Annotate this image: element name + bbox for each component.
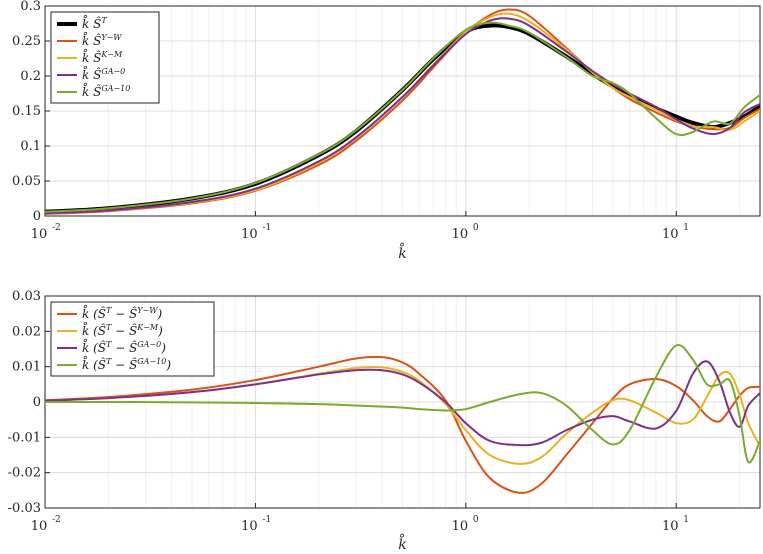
- x-tick-label: 10: [452, 227, 469, 242]
- legend-end: ): [165, 358, 171, 372]
- legend-mid: − Ŝ: [111, 322, 137, 338]
- legend-entry: k̊ ŜY−W: [82, 30, 122, 48]
- legend-box: [50, 301, 215, 377]
- x-tick-label: 10: [31, 519, 48, 534]
- y-tick-label: 0.1: [20, 139, 41, 154]
- legend-name: k̊ (Ŝ: [82, 337, 106, 355]
- y-ticks: 0 0.05 0.1 0.15 0.2 0.25 0.3: [12, 0, 50, 224]
- x-tick-exponent: 0: [473, 223, 479, 233]
- legend-superscript: T: [106, 323, 112, 332]
- series-line-0: [45, 355, 760, 494]
- x-ticks: 10 -2 10 -1 10 0 10 1: [31, 503, 689, 534]
- legend-entry: k̊ (ŜT − ŜGA−10): [82, 354, 171, 372]
- legend-superscript: T: [106, 357, 112, 366]
- y-tick-label: 0.02: [12, 324, 41, 339]
- legend-end: ): [157, 324, 163, 338]
- y-tick-label: 0: [33, 395, 41, 410]
- legend-name: k̊ (Ŝ: [82, 354, 106, 372]
- y-tick-label: 0.03: [12, 289, 41, 304]
- legend-superscript: GA−0: [101, 67, 125, 76]
- y-tick-label: 0.05: [12, 174, 41, 189]
- x-tick-exponent: 1: [683, 223, 689, 233]
- legend-superscript: GA−10: [101, 84, 130, 93]
- series-line-3: [45, 343, 760, 464]
- legend-end: ): [160, 341, 166, 355]
- series-line-2: [45, 360, 760, 447]
- x-tick-exponent: 0: [473, 515, 479, 525]
- legend-entry: k̊ ŜGA−10: [82, 81, 130, 99]
- legend-name: k̊ (Ŝ: [82, 303, 106, 321]
- x-tick-label: 10: [241, 227, 258, 242]
- y-tick-label: 0.15: [12, 104, 41, 119]
- legend-superscript: Y−W: [137, 306, 158, 315]
- legend-superscript: GA−10: [137, 357, 166, 366]
- x-tick-exponent: -2: [52, 223, 61, 233]
- x-tick-label: 10: [452, 519, 469, 534]
- legend-mid: − Ŝ: [111, 356, 137, 372]
- y-tick-label: 0.3: [20, 0, 41, 14]
- legend-name: k̊ (Ŝ: [82, 320, 106, 338]
- legend-name: k̊ Ŝ: [82, 81, 101, 99]
- legend-entry: k̊ (ŜT − ŜGA−0): [82, 337, 166, 355]
- x-tick-label: 10: [241, 519, 258, 534]
- y-tick-label: 0: [33, 209, 41, 224]
- legend-superscript: T: [101, 16, 107, 25]
- legend-entry: k̊ ŜGA−0: [82, 64, 125, 82]
- legend-name: k̊ Ŝ: [82, 64, 101, 82]
- series-line-2: [45, 12, 760, 215]
- y-tick-label: -0.03: [8, 501, 41, 516]
- series-lines: [45, 8, 760, 215]
- y-tick-label: 0.25: [12, 34, 41, 49]
- x-tick-exponent: 1: [683, 515, 689, 525]
- y-ticks: -0.03 -0.02 -0.01 0 0.01 0.02 0.03: [8, 289, 50, 516]
- x-tick-exponent: -1: [262, 515, 271, 525]
- legend-entry: k̊ ŜT: [82, 13, 107, 31]
- legend-superscript: GA−0: [137, 340, 161, 349]
- x-axis-label: k̊: [398, 242, 406, 262]
- top-chart: 0 0.05 0.1 0.15 0.2 0.25 0.3 10 -2 10 -1 10 0 10 1 k̊ k̊…: [12, 0, 761, 262]
- x-tick-label: 10: [662, 519, 679, 534]
- x-axis-label: k̊: [398, 533, 406, 553]
- y-tick-label: 0.2: [20, 69, 41, 84]
- legend-end: ): [156, 307, 162, 321]
- y-tick-label: -0.01: [8, 430, 41, 445]
- legend-entry: k̊ ŜK−M: [82, 47, 123, 65]
- legend-mid: − Ŝ: [111, 339, 137, 355]
- x-tick-exponent: -2: [52, 515, 61, 525]
- legend-superscript: Y−W: [101, 33, 122, 42]
- legend-superscript: T: [106, 340, 112, 349]
- x-tick-exponent: -1: [262, 223, 271, 233]
- legend-name: k̊ Ŝ: [82, 30, 101, 48]
- y-tick-label: 0.01: [12, 360, 41, 375]
- legend-mid: − Ŝ: [111, 305, 137, 321]
- legend-entry: k̊ (ŜT − ŜY−W): [82, 303, 162, 321]
- x-tick-label: 10: [31, 227, 48, 242]
- x-ticks: 10 -2 10 -1 10 0 10 1: [31, 211, 689, 242]
- y-tick-label: -0.02: [8, 466, 41, 481]
- series-lines: [45, 343, 760, 494]
- legend-superscript: K−M: [136, 323, 159, 332]
- legend: k̊ ŜTk̊ ŜY−Wk̊ ŜK−Mk̊ ŜGA−0k̊ ŜGA−10: [50, 11, 160, 104]
- legend-name: k̊ Ŝ: [82, 47, 101, 65]
- legend-entry: k̊ (ŜT − ŜK−M): [82, 320, 163, 338]
- x-tick-label: 10: [662, 227, 679, 242]
- legend-superscript: T: [106, 306, 112, 315]
- legend: k̊ (ŜT − ŜY−W)k̊ (ŜT − ŜK−M)k̊ (ŜT − ŜGA…: [50, 301, 215, 377]
- legend-superscript: K−M: [100, 50, 123, 59]
- legend-name: k̊ Ŝ: [82, 13, 101, 31]
- series-line-4: [45, 21, 760, 213]
